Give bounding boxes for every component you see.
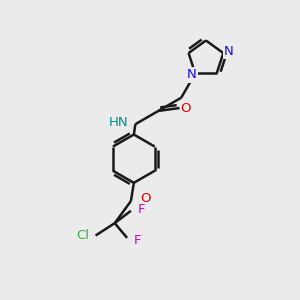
Text: N: N <box>224 45 233 58</box>
Text: O: O <box>140 192 151 205</box>
Text: Cl: Cl <box>76 229 89 242</box>
Text: N: N <box>187 68 196 82</box>
Text: HN: HN <box>108 116 128 129</box>
Text: O: O <box>181 101 191 115</box>
Text: F: F <box>134 234 141 247</box>
Text: F: F <box>137 203 145 216</box>
